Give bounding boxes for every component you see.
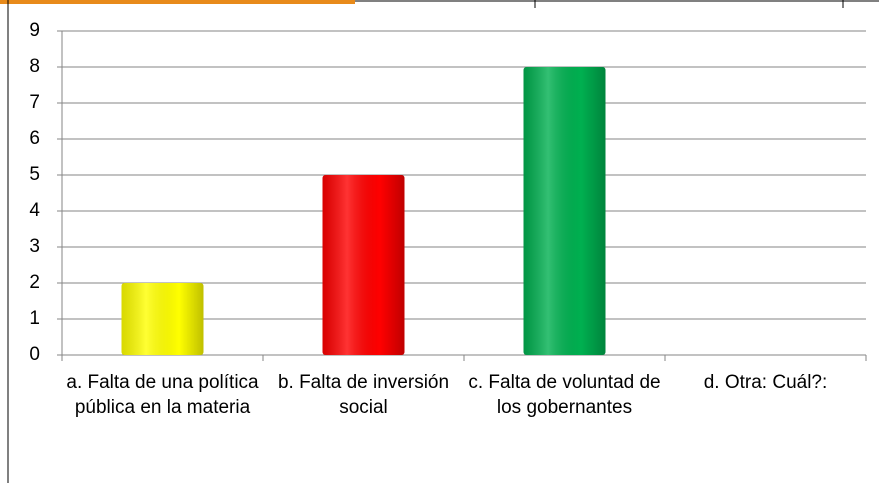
y-tick-label: 9 xyxy=(29,20,40,41)
x-tick-label: b. Falta de inversión social xyxy=(277,372,450,418)
y-tick-label: 3 xyxy=(29,236,40,257)
y-tick-label: 0 xyxy=(29,344,40,365)
bar-shade xyxy=(322,175,405,355)
x-tick-label: a. Falta de una política pública en la m… xyxy=(66,372,259,418)
y-tick-label: 5 xyxy=(29,164,40,185)
bar-shade xyxy=(523,67,606,355)
y-tick-label: 2 xyxy=(29,272,40,293)
bar-shade xyxy=(121,283,204,355)
y-tick-label: 6 xyxy=(29,128,40,149)
y-tick-label: 1 xyxy=(29,308,40,329)
y-tick-label: 4 xyxy=(29,200,40,221)
top-accent xyxy=(0,0,355,4)
y-tick-label: 7 xyxy=(29,92,40,113)
y-tick-label: 8 xyxy=(29,56,40,77)
x-tick-label: c. Falta de voluntad de los gobernantes xyxy=(468,372,661,418)
x-tick-label: d. Otra: Cuál?: xyxy=(703,372,828,393)
